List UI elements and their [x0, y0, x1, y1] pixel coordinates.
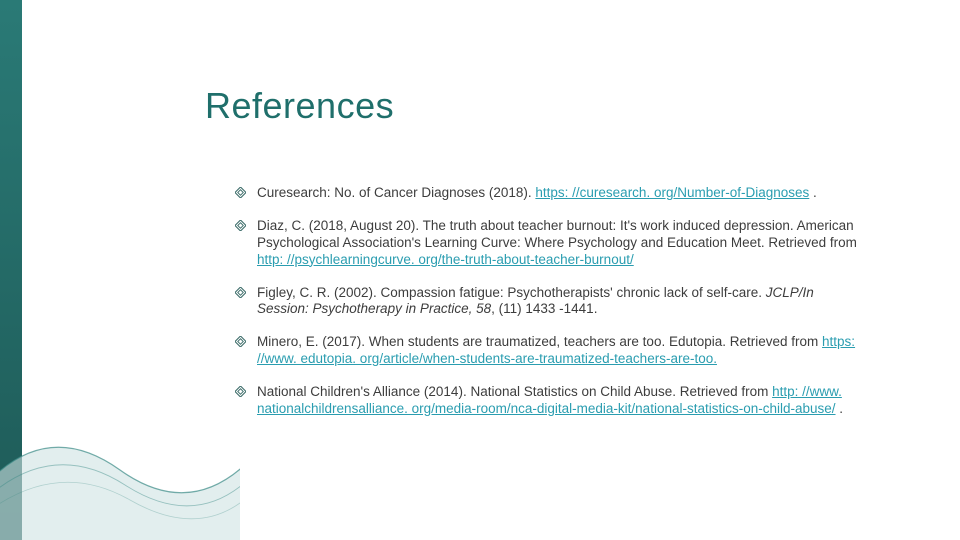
reference-text-pre: Curesearch: No. of Cancer Diagnoses (201… — [257, 185, 535, 200]
accent-stripe — [0, 0, 22, 540]
reference-link[interactable]: https: //curesearch. org/Number-of-Diagn… — [535, 185, 809, 200]
diamond-bullet-icon — [235, 287, 246, 298]
diamond-bullet-icon — [235, 187, 246, 198]
reference-text-pre: National Children's Alliance (2014). Nat… — [257, 384, 772, 399]
reference-item: Figley, C. R. (2002). Compassion fatigue… — [235, 285, 865, 319]
reference-item: National Children's Alliance (2014). Nat… — [235, 384, 865, 418]
diamond-bullet-icon — [235, 336, 246, 347]
reference-text-pre: Minero, E. (2017). When students are tra… — [257, 334, 822, 349]
reference-item: Diaz, C. (2018, August 20). The truth ab… — [235, 218, 865, 269]
diamond-bullet-icon — [235, 220, 246, 231]
reference-text-post: . — [836, 401, 844, 416]
reference-item: Minero, E. (2017). When students are tra… — [235, 334, 865, 368]
page-title: References — [205, 85, 394, 127]
references-list: Curesearch: No. of Cancer Diagnoses (201… — [235, 185, 865, 434]
reference-text-pre: Figley, C. R. (2002). Compassion fatigue… — [257, 285, 766, 300]
diamond-bullet-icon — [235, 386, 246, 397]
wave-decoration — [0, 360, 240, 540]
slide: References Curesearch: No. of Cancer Dia… — [0, 0, 960, 540]
reference-item: Curesearch: No. of Cancer Diagnoses (201… — [235, 185, 865, 202]
reference-text-post: , (11) 1433 -1441. — [491, 301, 597, 316]
reference-link[interactable]: http: //psychlearningcurve. org/the-trut… — [257, 252, 634, 267]
reference-text-pre: Diaz, C. (2018, August 20). The truth ab… — [257, 218, 857, 250]
reference-text-post: . — [809, 185, 817, 200]
